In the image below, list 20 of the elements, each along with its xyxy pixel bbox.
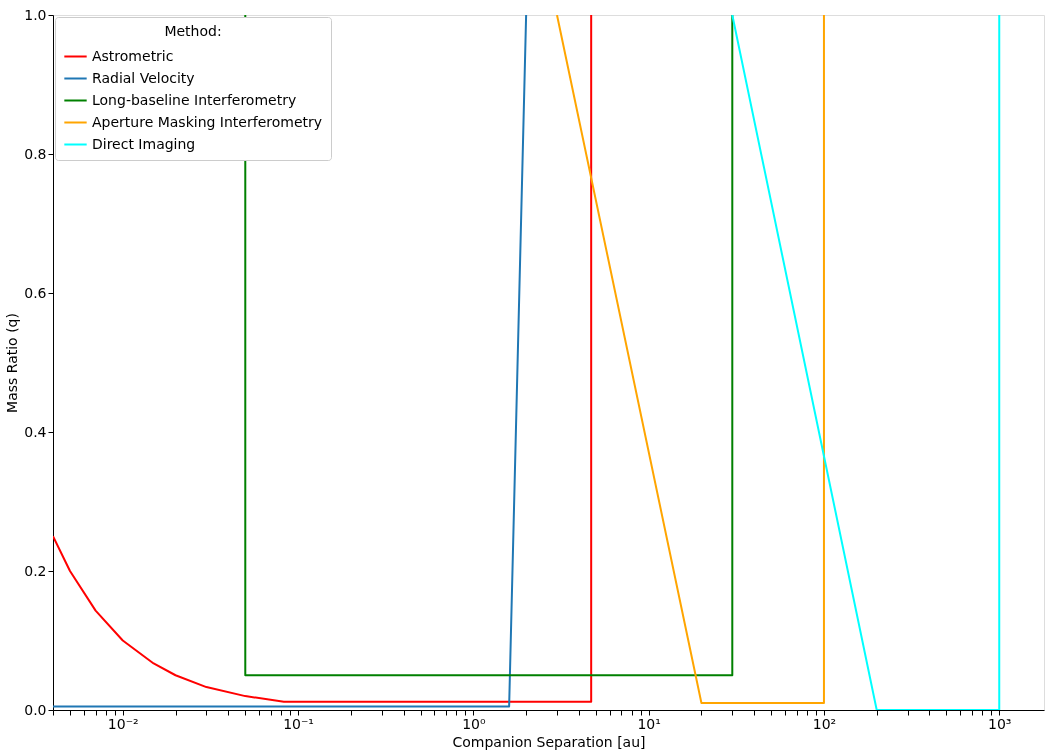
y-tick-label: 1.0 <box>24 6 47 23</box>
x-tick-label: 10² <box>812 715 837 732</box>
y-tick-label: 0.0 <box>24 701 47 718</box>
y-tick-label: 0.6 <box>24 284 47 301</box>
x-axis-title: Companion Separation [au] <box>452 733 646 750</box>
legend-label: Direct Imaging <box>92 135 196 152</box>
legend-title: Method: <box>164 23 222 39</box>
legend-label: Radial Velocity <box>92 69 195 86</box>
x-tick-label: 10⁻¹ <box>283 715 314 732</box>
legend-label: Long-baseline Interferometry <box>92 91 297 108</box>
y-tick-label: 0.8 <box>24 145 47 162</box>
x-tick-label: 10³ <box>988 715 1012 732</box>
y-axis-title: Mass Ratio (q) <box>4 313 21 413</box>
legend-label: Astrometric <box>92 47 174 64</box>
x-tick-label: 10¹ <box>637 715 661 732</box>
x-tick-label: 10⁰ <box>462 715 486 732</box>
y-tick-label: 0.2 <box>24 562 47 579</box>
y-tick-label: 0.4 <box>24 423 47 440</box>
x-tick-label: 10⁻² <box>107 715 139 732</box>
legend-label: Aperture Masking Interferometry <box>92 113 323 130</box>
